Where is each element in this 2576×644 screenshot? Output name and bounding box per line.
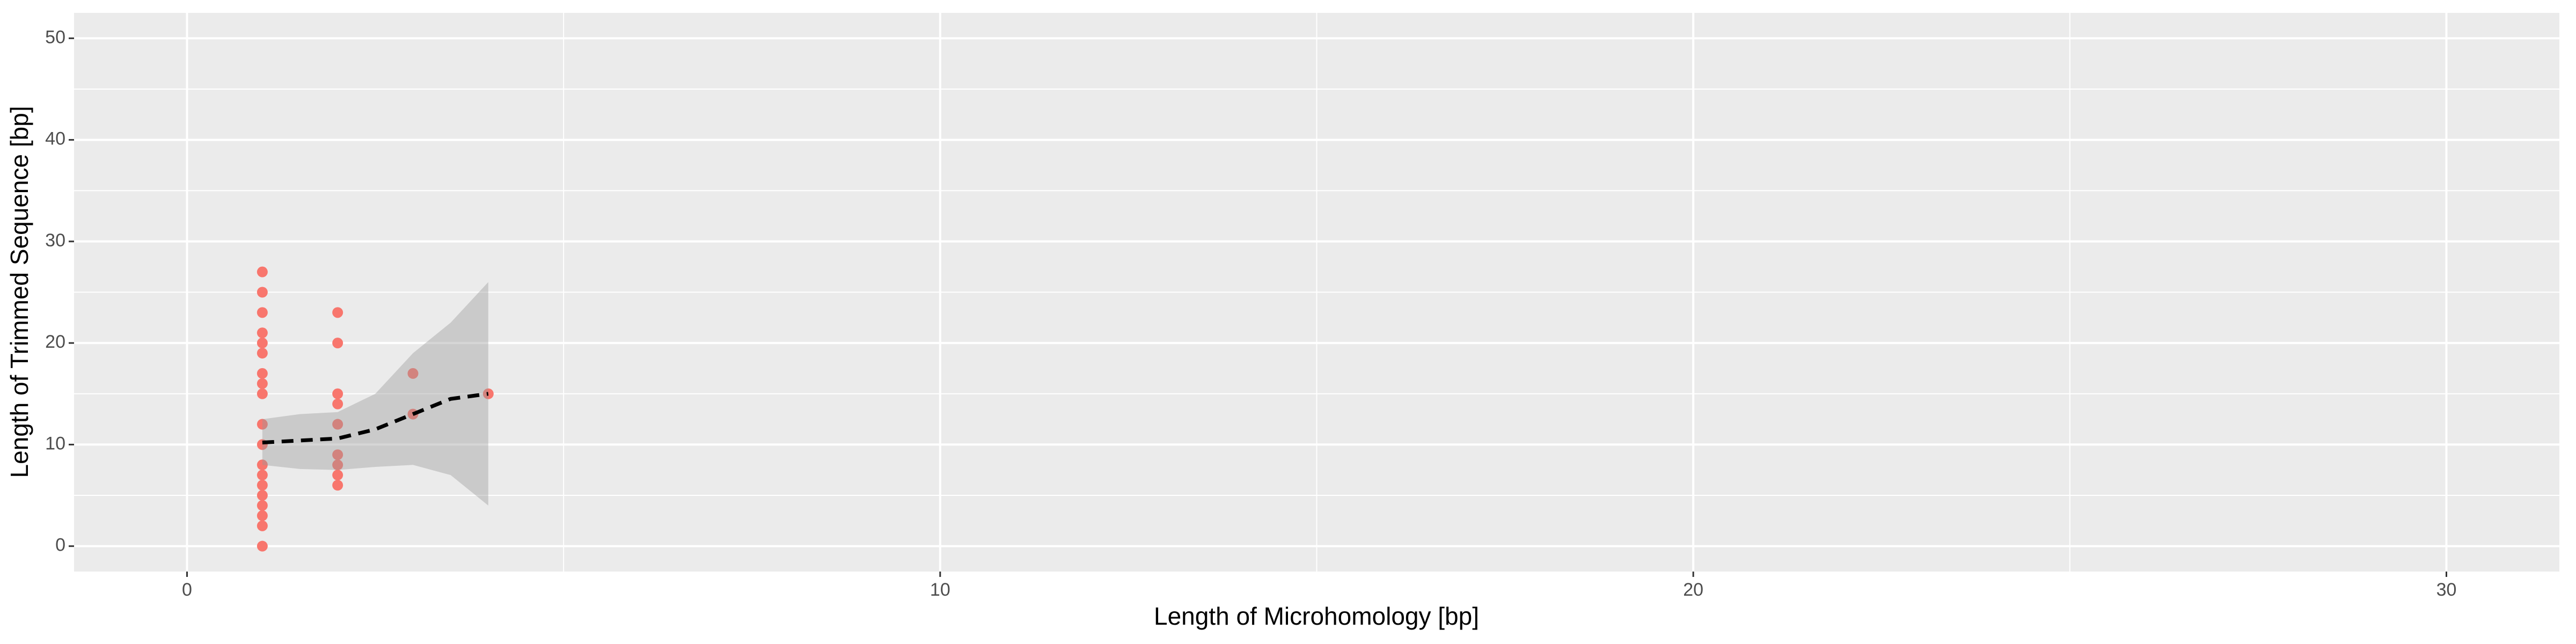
point <box>257 419 268 430</box>
y-tick-label: 40 <box>45 129 65 149</box>
y-tick-label: 10 <box>45 433 65 453</box>
y-tick-label: 50 <box>45 27 65 47</box>
point <box>257 490 268 501</box>
point <box>407 368 419 379</box>
y-axis-title: Length of Trimmed Sequence [bp] <box>5 106 33 478</box>
point <box>257 388 268 399</box>
x-tick-label: 30 <box>2436 580 2457 600</box>
point <box>257 287 268 298</box>
y-tick-label: 20 <box>45 332 65 352</box>
point <box>257 338 268 349</box>
x-axis-title: Length of Microhomology [bp] <box>1154 602 1479 630</box>
confidence-band <box>262 282 488 506</box>
y-tick-label: 0 <box>55 535 65 555</box>
y-tick-label: 30 <box>45 230 65 251</box>
x-tick-label: 10 <box>930 580 950 600</box>
point <box>257 378 268 389</box>
point <box>257 510 268 521</box>
point <box>257 266 268 277</box>
point <box>257 327 268 339</box>
point <box>257 520 268 531</box>
point <box>332 419 343 430</box>
point <box>332 459 343 471</box>
smooth-line <box>262 392 489 445</box>
point <box>332 338 343 349</box>
point <box>257 368 268 379</box>
point <box>257 459 268 471</box>
point <box>332 307 343 318</box>
point <box>332 388 343 399</box>
point <box>257 540 268 552</box>
point <box>332 480 343 491</box>
x-tick-label: 20 <box>1683 580 1703 600</box>
x-tick-label: 0 <box>182 580 192 600</box>
point <box>257 500 268 511</box>
point <box>332 449 343 460</box>
point <box>332 398 343 409</box>
point <box>332 470 343 481</box>
point <box>257 348 268 359</box>
point <box>257 480 268 491</box>
point <box>257 470 268 481</box>
point <box>257 307 268 318</box>
